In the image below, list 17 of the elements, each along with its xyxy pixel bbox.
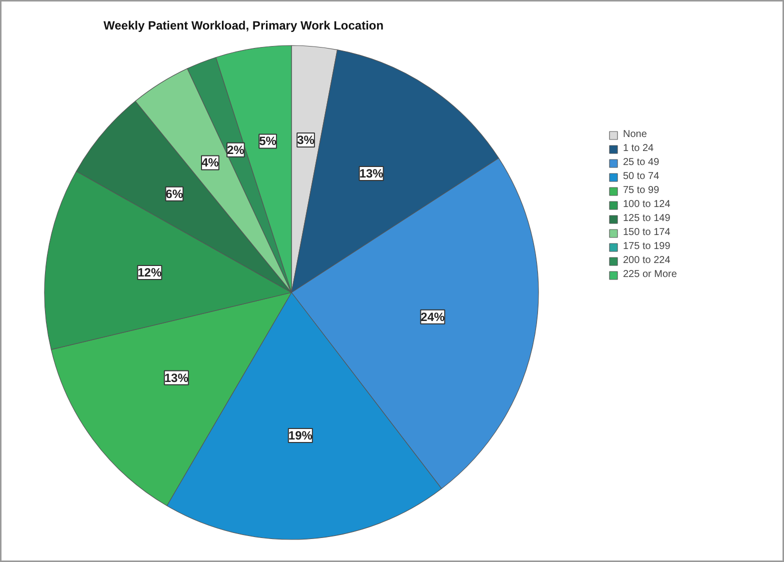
legend-label: 75 to 99 — [623, 185, 660, 196]
data-label: 13% — [359, 166, 384, 181]
legend-label: 25 to 49 — [623, 157, 660, 168]
legend-label: 175 to 199 — [623, 241, 670, 252]
data-label: 19% — [288, 428, 313, 442]
legend-label: 1 to 24 — [623, 143, 654, 154]
legend-label: 225 or More — [623, 269, 677, 280]
chart-title: Weekly Patient Workload, Primary Work Location — [104, 18, 384, 32]
data-label: 5% — [259, 134, 277, 148]
data-label: 3% — [297, 133, 315, 148]
legend-label: None — [623, 129, 647, 140]
legend-label: 50 to 74 — [623, 171, 660, 182]
legend-label: 150 to 174 — [623, 227, 670, 238]
legend-label: 200 to 224 — [623, 255, 670, 266]
legend-label: 125 to 149 — [623, 213, 670, 224]
data-label: 13% — [164, 370, 189, 385]
legend-label: 100 to 124 — [623, 199, 670, 210]
